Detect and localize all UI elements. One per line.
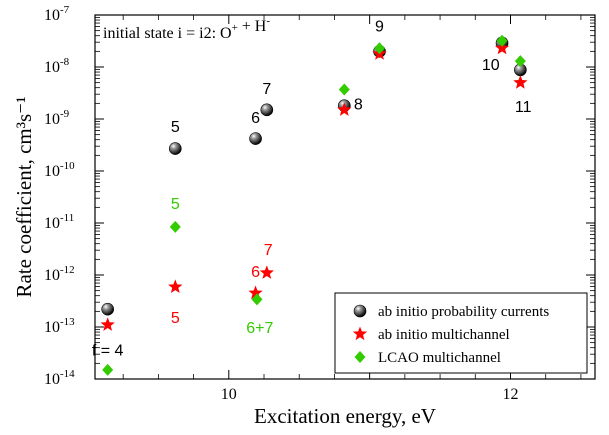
point-label: 6+7: [246, 320, 273, 337]
point-label: 9: [375, 19, 384, 36]
legend-box: [334, 292, 588, 374]
point-label: 10: [482, 57, 500, 74]
point-label: 11: [515, 99, 532, 116]
sphere-point: [260, 103, 274, 117]
sphere-point: [168, 142, 182, 155]
y-tick-label: 10-10: [44, 160, 75, 180]
y-tick-label: 10-13: [44, 316, 75, 336]
y-tick-label: 10-11: [44, 212, 74, 232]
star-point: [337, 102, 352, 116]
sphere-point: [101, 302, 114, 316]
star-point: [100, 317, 115, 331]
point-label: 6: [251, 264, 260, 281]
point-label: 7: [264, 242, 273, 259]
legend-label: LCAO multichannel: [378, 350, 501, 366]
point-label: 5: [171, 310, 180, 327]
star-point: [248, 285, 263, 300]
legend-label: ab initio multichannel: [378, 327, 510, 343]
diamond-point: [514, 55, 526, 68]
diamond-point: [251, 293, 263, 306]
point-label: 5: [171, 119, 180, 136]
plot-frame: [94, 14, 596, 380]
diamond-point: [169, 220, 181, 233]
legend-label: ab initio probability currents: [378, 304, 549, 320]
star-point: [513, 75, 528, 89]
x-tick-label: 10: [221, 386, 237, 403]
sphere-point: [249, 132, 262, 145]
y-tick-label: 10-8: [44, 56, 70, 76]
star-point: [494, 40, 510, 55]
data-points: [100, 34, 528, 376]
initial-state-annotation: initial state i = i2: O+ + H-: [103, 15, 270, 42]
tick-marks: [95, 14, 595, 380]
y-tick-label: 10-12: [44, 264, 75, 284]
y-tick-label: 10-9: [44, 108, 70, 128]
legend-sphere-marker: [353, 304, 367, 318]
point-label: 8: [354, 97, 363, 114]
y-tick-label: 10-14: [44, 368, 75, 388]
diamond-point: [374, 42, 386, 55]
point-label: 6: [251, 110, 260, 127]
point-label: 5: [171, 196, 180, 213]
y-tick-label: 10-7: [44, 4, 70, 24]
x-tick-label: 12: [502, 386, 518, 403]
diamond-point: [338, 83, 350, 96]
star-point: [259, 265, 274, 279]
point-label: 7: [262, 81, 271, 98]
y-axis-label: Rate coefficient, cm³s⁻¹: [12, 96, 36, 297]
legend: ab initio probability currents ab initio …: [334, 292, 588, 374]
tick-labels: 10-14 10-13 10-12 10-11 10-10 10-9 10-8 10-7 10 1…: [44, 4, 518, 403]
diamond-point: [496, 34, 508, 47]
diamond-point: [102, 363, 114, 376]
x-axis-label: Excitation energy, eV: [254, 404, 436, 428]
legend-diamond-marker: [354, 351, 366, 363]
star-point: [168, 279, 183, 293]
point-label: f = 4: [92, 343, 124, 360]
legend-star-marker: [352, 326, 368, 341]
